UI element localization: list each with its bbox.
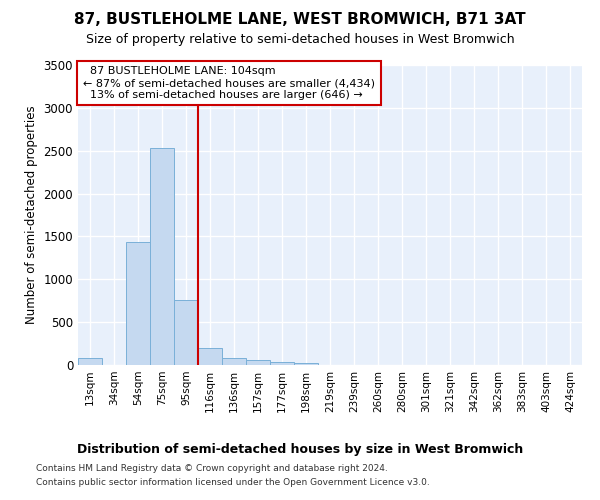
Bar [222,358,246,365]
Y-axis label: Number of semi-detached properties: Number of semi-detached properties [25,106,38,324]
Bar [294,364,318,365]
Bar [150,148,174,365]
Bar [246,360,270,365]
Bar [78,358,102,365]
Text: Contains HM Land Registry data © Crown copyright and database right 2024.: Contains HM Land Registry data © Crown c… [36,464,388,473]
Text: Distribution of semi-detached houses by size in West Bromwich: Distribution of semi-detached houses by … [77,442,523,456]
Bar [174,300,198,365]
Text: Size of property relative to semi-detached houses in West Bromwich: Size of property relative to semi-detach… [86,32,514,46]
Bar [126,242,150,365]
Text: Contains public sector information licensed under the Open Government Licence v3: Contains public sector information licen… [36,478,430,487]
Text: 87 BUSTLEHOLME LANE: 104sqm
← 87% of semi-detached houses are smaller (4,434)
  : 87 BUSTLEHOLME LANE: 104sqm ← 87% of sem… [83,66,375,100]
Text: 87, BUSTLEHOLME LANE, WEST BROMWICH, B71 3AT: 87, BUSTLEHOLME LANE, WEST BROMWICH, B71… [74,12,526,28]
Bar [198,348,222,365]
Bar [270,362,294,365]
